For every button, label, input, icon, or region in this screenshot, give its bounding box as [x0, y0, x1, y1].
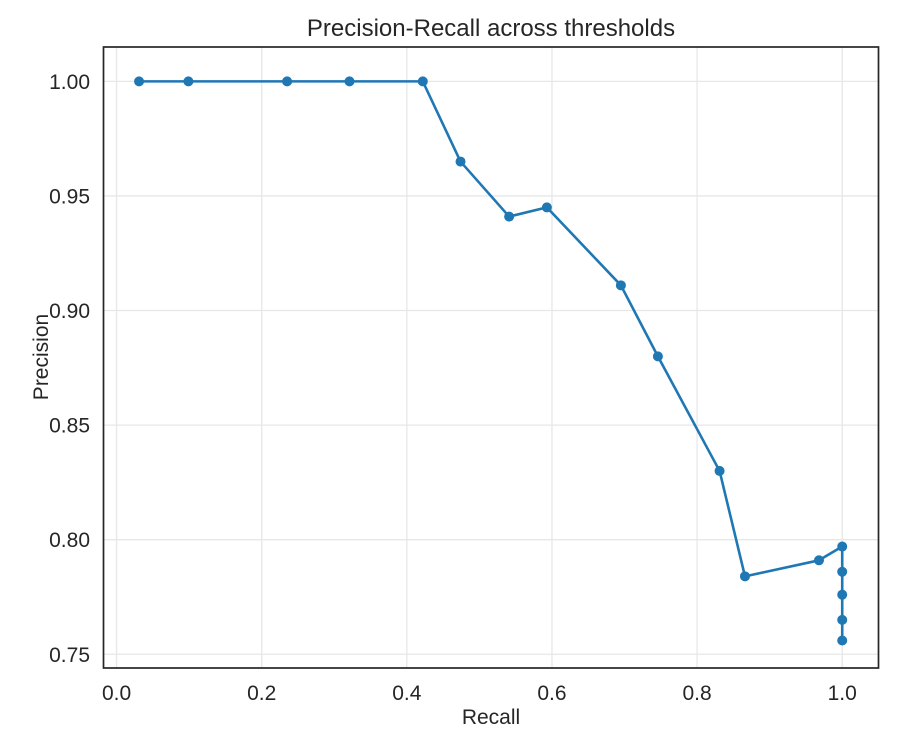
data-point-marker [344, 76, 355, 87]
data-point-marker [837, 635, 848, 646]
data-point-marker [837, 589, 848, 600]
data-point-marker [739, 571, 750, 582]
data-point-marker [282, 76, 293, 87]
data-point-marker [652, 351, 663, 362]
data-point-marker [134, 76, 145, 87]
data-point-marker [615, 280, 626, 291]
x-tick-label: 0.8 [682, 682, 711, 705]
data-point-marker [837, 566, 848, 577]
data-point-marker [183, 76, 194, 87]
y-tick-label: 0.80 [49, 529, 90, 552]
x-axis-label: Recall [461, 706, 521, 729]
data-point-marker [837, 614, 848, 625]
y-tick-label: 0.85 [49, 415, 90, 438]
y-tick-label: 0.75 [49, 644, 90, 667]
data-point-marker [813, 555, 824, 566]
axes-spines [102, 46, 880, 669]
x-tick-label: 0.6 [537, 682, 566, 705]
data-point-marker [504, 211, 515, 222]
data-point-marker [541, 202, 552, 213]
y-axis-label: Precision [30, 313, 53, 401]
chart-title: Precision-Recall across thresholds [306, 15, 676, 42]
y-tick-label: 0.90 [49, 300, 90, 323]
x-tick-label: 1.0 [828, 682, 857, 705]
x-tick-label: 0.2 [247, 682, 276, 705]
y-tick-label: 1.00 [49, 71, 90, 94]
data-point-marker [417, 76, 428, 87]
x-tick-label: 0.0 [102, 682, 131, 705]
plot-background [103, 47, 879, 668]
data-point-marker [837, 541, 848, 552]
x-tick-label: 0.4 [392, 682, 422, 705]
data-point-marker [714, 465, 725, 476]
y-tick-label: 0.95 [49, 185, 90, 208]
data-point-marker [455, 156, 466, 167]
